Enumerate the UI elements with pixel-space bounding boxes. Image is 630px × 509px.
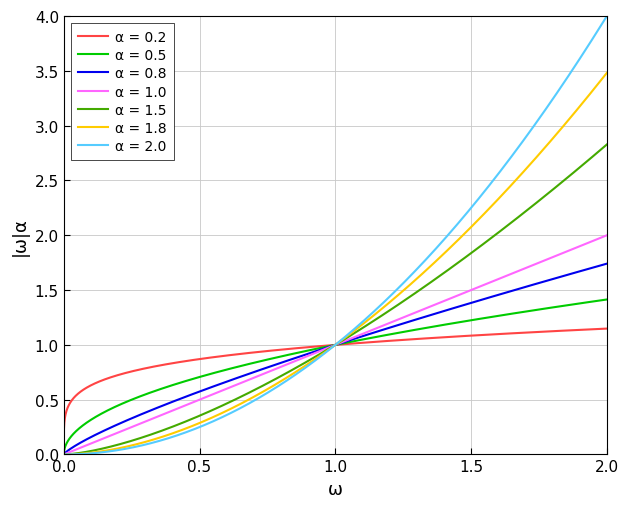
Y-axis label: |ω|α: |ω|α xyxy=(11,216,29,255)
Legend: α = 0.2, α = 0.5, α = 0.8, α = 1.0, α = 1.5, α = 1.8, α = 2.0: α = 0.2, α = 0.5, α = 0.8, α = 1.0, α = … xyxy=(71,24,174,161)
X-axis label: ω: ω xyxy=(328,480,343,498)
